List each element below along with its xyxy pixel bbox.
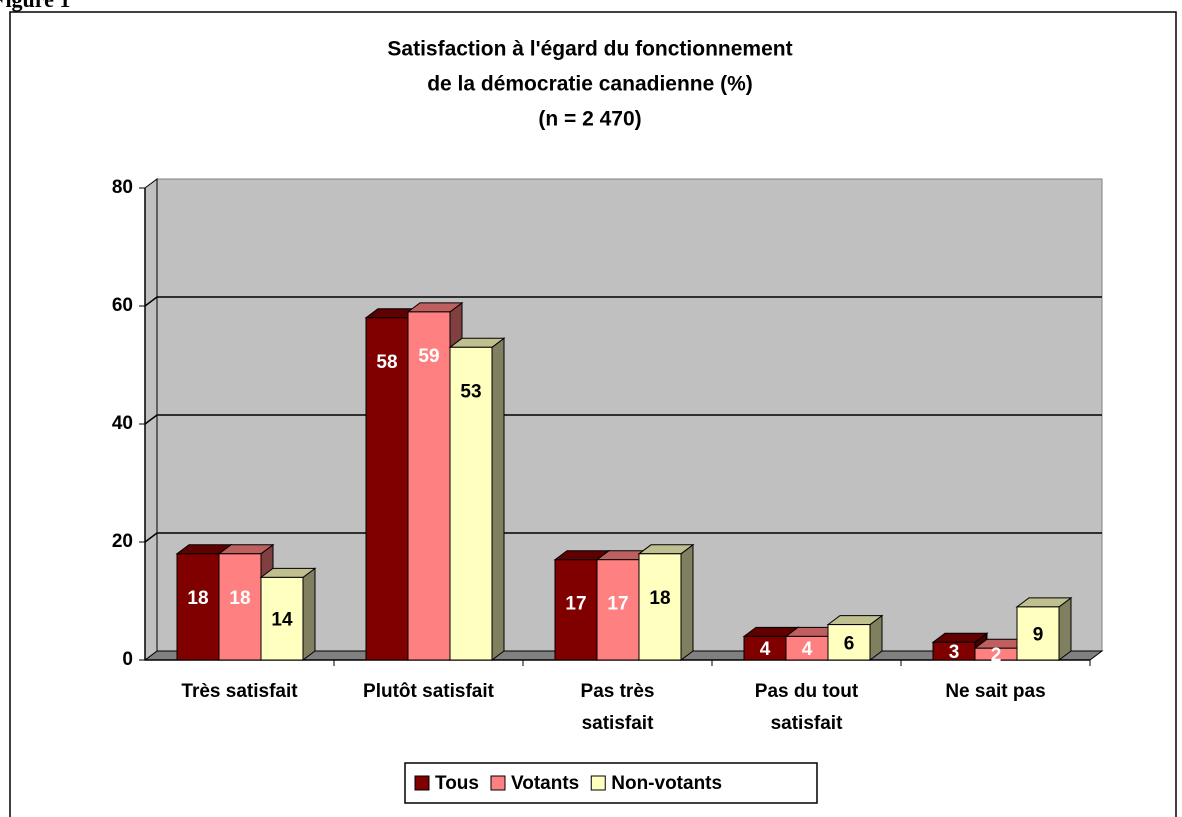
bar-front bbox=[1016, 606, 1060, 661]
grid-line bbox=[144, 414, 1102, 425]
y-tick-label: 20 bbox=[112, 531, 133, 552]
bar-front bbox=[596, 559, 640, 661]
legend-swatch bbox=[490, 775, 506, 791]
y-tick-label: 60 bbox=[112, 295, 133, 316]
bar bbox=[448, 337, 506, 661]
data-label: 18 bbox=[649, 588, 670, 609]
data-label: 3 bbox=[949, 642, 960, 663]
data-label: 18 bbox=[229, 588, 250, 609]
x-tick-label: Pas très satisfait bbox=[581, 681, 655, 734]
legend-box bbox=[404, 762, 818, 804]
data-label: 53 bbox=[460, 381, 481, 402]
legend-swatch bbox=[414, 775, 430, 791]
bar-side bbox=[302, 567, 316, 661]
bar-front bbox=[554, 559, 598, 661]
y-tick-label: 80 bbox=[112, 177, 133, 198]
bar bbox=[637, 543, 695, 661]
x-tick-label: Plutôt satisfait bbox=[363, 681, 495, 702]
data-label: 2 bbox=[991, 645, 1002, 666]
chart-border bbox=[9, 11, 1177, 817]
bar-side bbox=[491, 337, 505, 661]
data-label: 58 bbox=[376, 352, 397, 373]
chart-title: de la démocratie canadienne (%) bbox=[427, 73, 753, 96]
chart-title: Satisfaction à l'égard du fonctionnement bbox=[387, 38, 792, 61]
x-tick-label: Ne sait pas bbox=[945, 681, 1045, 702]
bar-front bbox=[260, 576, 304, 661]
y-tick-label: 0 bbox=[122, 649, 133, 670]
grid-line bbox=[144, 532, 1102, 543]
x-tick-label: Très satisfait bbox=[181, 681, 298, 702]
data-label: 4 bbox=[760, 639, 771, 660]
data-label: 17 bbox=[607, 594, 628, 615]
data-label: 14 bbox=[271, 610, 293, 631]
legend-label: Votants bbox=[511, 773, 579, 794]
bar-front bbox=[407, 311, 451, 661]
figure-label: Figure 1 bbox=[0, 0, 70, 12]
grid-line bbox=[144, 296, 1102, 307]
legend-label: Non-votants bbox=[611, 773, 722, 794]
data-label: 59 bbox=[418, 346, 439, 367]
bar-front bbox=[218, 553, 262, 661]
data-label: 9 bbox=[1033, 624, 1044, 645]
data-label: 4 bbox=[802, 639, 813, 660]
bar-front bbox=[365, 317, 409, 661]
bar-front bbox=[638, 553, 682, 661]
legend-swatch bbox=[590, 775, 606, 791]
data-label: 18 bbox=[187, 588, 208, 609]
bar-side bbox=[680, 543, 694, 661]
legend-label: Tous bbox=[435, 773, 479, 794]
bar bbox=[1015, 596, 1073, 661]
x-tick-label: Pas du tout satisfait bbox=[755, 681, 859, 734]
bar-front bbox=[827, 624, 871, 661]
bar-side bbox=[1058, 596, 1072, 661]
bar bbox=[259, 567, 317, 661]
chart-title: (n = 2 470) bbox=[538, 108, 641, 131]
data-label: 6 bbox=[844, 633, 855, 654]
bar bbox=[826, 614, 884, 661]
y-tick-label: 40 bbox=[112, 413, 133, 434]
bar-front bbox=[449, 346, 493, 661]
data-label: 17 bbox=[565, 594, 586, 615]
